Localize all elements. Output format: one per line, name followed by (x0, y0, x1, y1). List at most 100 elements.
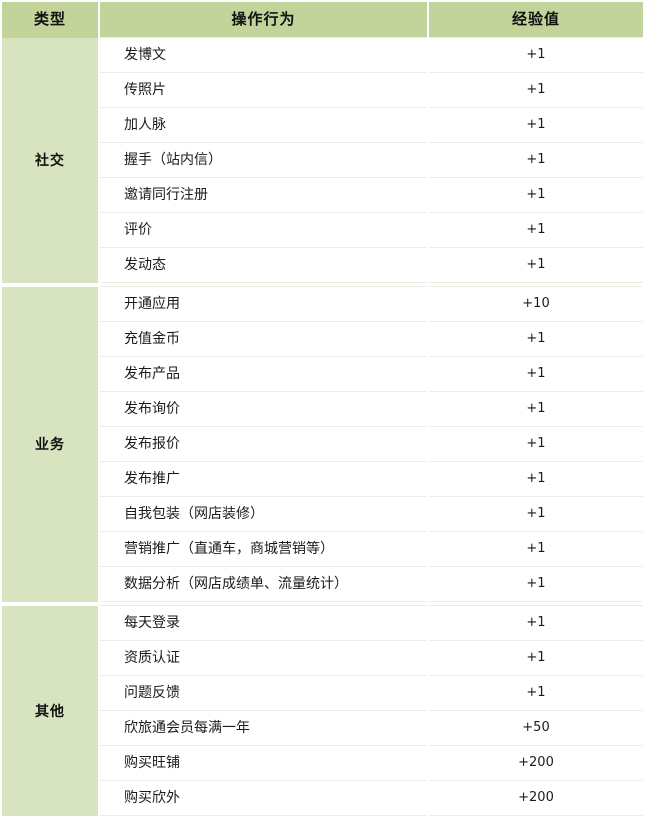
action-cell: 每天登录 (100, 605, 427, 641)
table-row: 发布产品 +1 (2, 356, 643, 392)
row-divider-2 (427, 177, 429, 213)
exp-value-cell: +200 (429, 745, 643, 781)
table-header: 类型 操作行为 经验值 (2, 2, 643, 38)
action-cell: 购买旺铺 (100, 745, 427, 781)
table-row: 社交 发博文 +1 (2, 37, 643, 283)
row-divider-1 (98, 37, 100, 283)
row-divider-2 (427, 745, 429, 781)
table-row: 自我包装（网店装修） +1 (2, 496, 643, 532)
row-divider-2 (427, 142, 429, 178)
action-cell: 发布推广 (100, 461, 427, 497)
row-divider-1 (98, 286, 100, 602)
row-divider-2 (427, 72, 429, 108)
table-row: 握手（站内信） +1 (2, 142, 643, 178)
table-row: 发动态 +1 (2, 247, 643, 283)
table-row: 评价 +1 (2, 212, 643, 248)
column-divider-2 (427, 2, 429, 38)
table-row: 问题反馈 +1 (2, 675, 643, 711)
section-spacer-cell (2, 282, 643, 287)
table-row: 其他 每天登录 +1 (2, 605, 643, 816)
action-cell: 发布询价 (100, 391, 427, 427)
table-row: 资质认证 +1 (2, 640, 643, 676)
exp-value-cell: +1 (429, 640, 643, 676)
row-divider-2 (427, 286, 429, 322)
table-row: 发布询价 +1 (2, 391, 643, 427)
exp-value-cell: +200 (429, 780, 643, 816)
action-cell: 自我包装（网店装修） (100, 496, 427, 532)
exp-value-cell: +1 (429, 177, 643, 213)
section-spacer (2, 601, 643, 606)
exp-value-cell: +1 (429, 356, 643, 392)
exp-value-cell: +10 (429, 286, 643, 322)
row-divider-2 (427, 566, 429, 602)
action-cell: 数据分析（网店成绩单、流量统计） (100, 566, 427, 602)
section-spacer-cell (2, 601, 643, 606)
table-row: 充值金币 +1 (2, 321, 643, 357)
action-cell: 发布产品 (100, 356, 427, 392)
action-cell: 问题反馈 (100, 675, 427, 711)
exp-value-cell: +1 (429, 142, 643, 178)
row-divider-2 (427, 675, 429, 711)
row-divider-2 (427, 710, 429, 746)
table-row: 数据分析（网店成绩单、流量统计） +1 (2, 566, 643, 602)
row-divider-2 (427, 605, 429, 641)
exp-value-cell: +1 (429, 37, 643, 73)
action-cell: 资质认证 (100, 640, 427, 676)
action-cell: 欣旅通会员每满一年 (100, 710, 427, 746)
action-cell: 加人脉 (100, 107, 427, 143)
exp-value-cell: +1 (429, 675, 643, 711)
row-divider-2 (427, 391, 429, 427)
action-cell: 评价 (100, 212, 427, 248)
table-row: 购买旺铺 +200 (2, 745, 643, 781)
action-cell: 营销推广（直通车，商城营销等） (100, 531, 427, 567)
exp-value-cell: +1 (429, 496, 643, 532)
exp-value-cell: +1 (429, 247, 643, 283)
row-divider-2 (427, 212, 429, 248)
table-row: 发布推广 +1 (2, 461, 643, 497)
row-divider-2 (427, 37, 429, 73)
action-cell: 邀请同行注册 (100, 177, 427, 213)
action-cell: 开通应用 (100, 286, 427, 322)
table-row: 欣旅通会员每满一年 +50 (2, 710, 643, 746)
table-row: 加人脉 +1 (2, 107, 643, 143)
row-divider-2 (427, 107, 429, 143)
action-cell: 发布报价 (100, 426, 427, 462)
column-header-exp: 经验值 (429, 2, 643, 38)
exp-value-cell: +1 (429, 566, 643, 602)
exp-value-cell: +1 (429, 426, 643, 462)
category-label: 业务 (2, 286, 98, 602)
row-divider-2 (427, 531, 429, 567)
row-divider-2 (427, 247, 429, 283)
exp-value-cell: +1 (429, 321, 643, 357)
category-label: 社交 (2, 37, 98, 283)
table-row: 业务 开通应用 +10 (2, 286, 643, 602)
category-label: 其他 (2, 605, 98, 816)
row-divider-1 (98, 605, 100, 816)
column-header-type: 类型 (2, 2, 98, 38)
column-header-action: 操作行为 (100, 2, 427, 38)
action-cell: 发博文 (100, 37, 427, 73)
row-divider-2 (427, 321, 429, 357)
row-divider-2 (427, 356, 429, 392)
column-divider-1 (98, 2, 100, 38)
section-spacer (2, 282, 643, 287)
row-divider-2 (427, 640, 429, 676)
exp-value-cell: +1 (429, 461, 643, 497)
row-divider-2 (427, 461, 429, 497)
table-row: 传照片 +1 (2, 72, 643, 108)
exp-value-cell: +1 (429, 531, 643, 567)
table-body: 社交 发博文 +1 传照片 +1 加人脉 +1 握手（站内信） +1 邀请同行注册 +1 评价 +1 发动… (2, 37, 643, 816)
exp-value-cell: +1 (429, 605, 643, 641)
action-cell: 购买欣外 (100, 780, 427, 816)
exp-value-cell: +50 (429, 710, 643, 746)
table-row: 营销推广（直通车，商城营销等） +1 (2, 531, 643, 567)
action-cell: 充值金币 (100, 321, 427, 357)
table-row: 发布报价 +1 (2, 426, 643, 462)
exp-value-cell: +1 (429, 72, 643, 108)
exp-value-cell: +1 (429, 212, 643, 248)
exp-value-cell: +1 (429, 107, 643, 143)
header-row: 类型 操作行为 经验值 (2, 2, 643, 38)
table-row: 邀请同行注册 +1 (2, 177, 643, 213)
row-divider-2 (427, 496, 429, 532)
